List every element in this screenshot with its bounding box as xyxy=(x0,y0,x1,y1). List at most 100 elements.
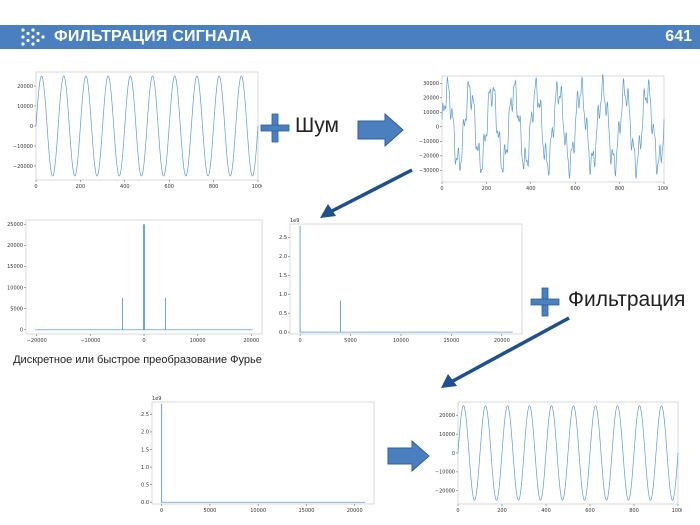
x-tick-label: 0 xyxy=(142,338,145,344)
y-tick-label: −10000 xyxy=(419,139,439,145)
chart-svg: 0 200 400 600 800 1000 30000 20000 10000 0 −10000 −… xyxy=(419,74,668,192)
x-tick-label: 800 xyxy=(209,184,219,190)
y-tick-label: 1.5 xyxy=(141,447,149,453)
x-tick-label: −20000 xyxy=(27,338,47,344)
x-tick-label: 400 xyxy=(526,186,536,192)
x-tick-label: 5000 xyxy=(204,508,217,514)
right-arrow-icon xyxy=(357,113,404,147)
x-tick-label: 200 xyxy=(497,508,507,514)
plot-spectrum-filtered: 0 5000 10000 15000 20000 2.5 2.0 1.5 1.0 0.5 0.0 1e… xyxy=(138,394,378,518)
series-line xyxy=(35,75,259,177)
x-tick-label: 200 xyxy=(76,184,86,190)
plot-spectrum-positive: 0 5000 10000 15000 20000 2.5 2.0 1.5 1.0 0.5 0.0 1e… xyxy=(276,216,526,348)
y-tick-label: 10000 xyxy=(439,432,455,438)
header-bar: ФИЛЬТРАЦИЯ СИГНАЛА 641 xyxy=(0,25,700,49)
plot-spectrum-full: −20000 −10000 0 10000 20000 25000 20000 15000 10… xyxy=(4,216,266,348)
chart-svg: 0 200 400 600 800 1000 20000 10000 0 −10000 −20000 xyxy=(435,401,682,514)
axes-frame xyxy=(25,219,263,335)
y-tick-label: 1.0 xyxy=(141,465,149,471)
chart-svg: −20000 −10000 0 10000 20000 25000 20000 15000 10… xyxy=(7,219,263,344)
plot-clean-signal: 0 200 400 600 800 1000 20000 10000 0 −10000 −20000 xyxy=(6,68,262,196)
chart-svg: 0 200 400 600 800 1000 20000 10000 0 −10000 −20000 xyxy=(13,71,262,190)
x-tick-label: 1000 xyxy=(672,508,682,514)
y-tick-label: 2.0 xyxy=(141,430,149,436)
plot-filtered-signal: 0 200 400 600 800 1000 20000 10000 0 −10000 −20000 xyxy=(434,398,682,518)
x-tick-label: 800 xyxy=(629,508,639,514)
y-tick-label: −10000 xyxy=(435,470,455,476)
x-tick-label: 10000 xyxy=(393,338,409,344)
x-tick-label: 800 xyxy=(615,186,625,192)
y-tick-label: 30000 xyxy=(423,81,439,87)
y-tick-label: −20000 xyxy=(435,489,455,495)
y-tick-label: 2.5 xyxy=(279,235,287,241)
page-title: ФИЛЬТРАЦИЯ СИГНАЛА xyxy=(54,28,252,45)
y-tick-label: 5000 xyxy=(10,306,23,312)
right-arrow-icon xyxy=(387,440,430,472)
x-tick-label: −10000 xyxy=(80,338,100,344)
series-line xyxy=(441,74,665,179)
plus-icon xyxy=(260,113,290,143)
y-tick-label: 2.5 xyxy=(141,412,149,418)
y-tick-label: 0 xyxy=(452,451,455,457)
y-tick-label: 1.5 xyxy=(279,273,287,279)
y-tick-label: −20000 xyxy=(13,164,33,170)
x-tick-label: 400 xyxy=(541,508,551,514)
plus-icon xyxy=(530,287,560,317)
fft-caption: Дискретное или быстрое преобразование Фу… xyxy=(13,354,262,366)
y-tick-label: 0.0 xyxy=(279,330,287,336)
x-tick-label: 15000 xyxy=(298,508,314,514)
y-tick-label: −10000 xyxy=(13,144,33,150)
y-tick-label: 20000 xyxy=(7,243,23,249)
y-tick-label: 0 xyxy=(436,125,439,131)
y-tick-label: 10000 xyxy=(7,285,23,291)
y-tick-label: 0.5 xyxy=(141,482,149,488)
x-tick-label: 0 xyxy=(440,186,443,192)
y-tick-label: 0.5 xyxy=(279,311,287,317)
page-number: 641 xyxy=(665,28,692,45)
x-tick-label: 1000 xyxy=(658,186,668,192)
y-tick-label: 20000 xyxy=(423,96,439,102)
axes-frame xyxy=(289,223,523,335)
axis-multiplier: 1e9 xyxy=(290,218,299,224)
x-tick-label: 15000 xyxy=(443,338,459,344)
x-tick-label: 0 xyxy=(456,508,459,514)
x-tick-label: 400 xyxy=(120,184,130,190)
x-tick-label: 20000 xyxy=(494,338,510,344)
plot-noisy-signal: 0 200 400 600 800 1000 30000 20000 10000 0 −10000 −… xyxy=(414,72,668,196)
x-tick-label: 200 xyxy=(482,186,492,192)
y-tick-label: 0 xyxy=(30,124,33,130)
x-tick-label: 600 xyxy=(585,508,595,514)
diagonal-arrow-icon xyxy=(320,168,413,218)
y-tick-label: 15000 xyxy=(7,264,23,270)
x-tick-label: 0 xyxy=(298,338,301,344)
x-tick-label: 20000 xyxy=(347,508,363,514)
y-tick-label: 20000 xyxy=(439,413,455,419)
y-tick-label: −20000 xyxy=(419,154,439,160)
x-tick-label: 600 xyxy=(164,184,174,190)
x-tick-label: 10000 xyxy=(250,508,266,514)
noise-label: Шум xyxy=(295,114,339,137)
y-tick-label: 10000 xyxy=(17,104,33,110)
y-tick-label: 0 xyxy=(20,328,23,334)
y-tick-label: 0.0 xyxy=(141,500,149,506)
x-tick-label: 10000 xyxy=(190,338,206,344)
chart-svg: 0 5000 10000 15000 20000 2.5 2.0 1.5 1.0 0.5 0.0 1e… xyxy=(279,218,523,344)
chart-svg: 0 5000 10000 15000 20000 2.5 2.0 1.5 1.0 0.5 0.0 1e… xyxy=(141,396,375,514)
series-line xyxy=(457,405,679,501)
y-tick-label: 25000 xyxy=(7,222,23,228)
x-tick-label: 600 xyxy=(570,186,580,192)
x-tick-label: 0 xyxy=(34,184,37,190)
x-tick-label: 1000 xyxy=(252,184,262,190)
x-tick-label: 0 xyxy=(160,508,163,514)
y-tick-label: 10000 xyxy=(423,110,439,116)
filtering-label: Фильтрация xyxy=(568,288,686,311)
x-tick-label: 5000 xyxy=(344,338,357,344)
y-tick-label: −30000 xyxy=(419,168,439,174)
y-tick-label: 1.0 xyxy=(279,292,287,298)
axis-multiplier: 1e9 xyxy=(152,396,161,402)
chevron-dots-icon xyxy=(21,28,45,46)
axes-frame xyxy=(441,75,665,183)
x-tick-label: 20000 xyxy=(243,338,259,344)
y-tick-label: 2.0 xyxy=(279,254,287,260)
axes-frame xyxy=(151,401,375,505)
